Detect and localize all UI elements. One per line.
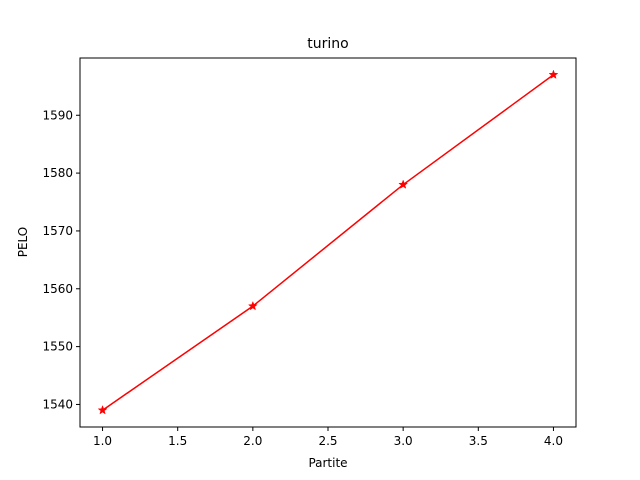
x-tick-label: 3.0	[394, 434, 413, 448]
y-axis-ticks: 1540 1550 1560 1570 1580 1590	[42, 108, 80, 411]
x-tick-label: 1.0	[93, 434, 112, 448]
data-point-star	[97, 405, 108, 415]
series-layer	[97, 69, 559, 415]
y-tick-label: 1550	[42, 340, 73, 354]
y-tick-label: 1570	[42, 224, 73, 238]
y-tick-label: 1560	[42, 282, 73, 296]
x-tick-label: 1.5	[168, 434, 187, 448]
y-tick-label: 1540	[42, 397, 73, 411]
data-point-star	[398, 179, 409, 189]
y-tick-label: 1590	[42, 108, 73, 122]
x-tick-label: 4.0	[544, 434, 563, 448]
y-tick-label: 1580	[42, 166, 73, 180]
y-axis-label: PELO	[16, 227, 30, 258]
series-line	[102, 74, 554, 411]
data-point-star	[247, 300, 258, 311]
x-tick-label: 2.5	[318, 434, 337, 448]
x-tick-label: 2.0	[243, 434, 262, 448]
x-axis-label: Partite	[308, 456, 347, 470]
chart-title: turino	[307, 36, 348, 52]
x-axis-ticks: 1.0 1.5 2.0 2.5 3.0 3.5 4.0	[93, 427, 563, 448]
data-point-star	[548, 69, 559, 79]
x-tick-label: 3.5	[469, 434, 488, 448]
